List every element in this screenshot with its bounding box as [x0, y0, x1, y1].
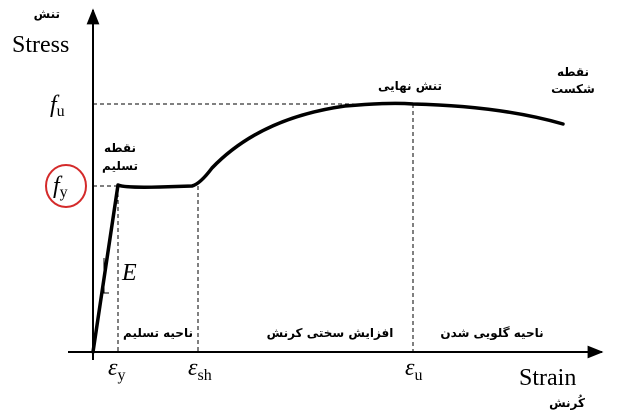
x-axis-label: Strain	[519, 365, 576, 391]
y-axis-label-fa: تنش	[34, 7, 60, 21]
stress-label: fy	[53, 173, 68, 201]
region-label: ناحیه تسلیم	[123, 326, 193, 340]
modulus-label: E	[121, 260, 137, 286]
region-label: افزایش سختی کرنش	[267, 326, 394, 340]
annotation: نقطه	[104, 141, 136, 155]
annotation: شکست	[551, 82, 595, 96]
strain-label: εsh	[188, 355, 212, 384]
region-label: ناحیه گلویی شدن	[440, 326, 543, 341]
annotation: نقطه	[557, 65, 589, 79]
slope-marker	[103, 258, 109, 294]
strain-label: εy	[108, 355, 125, 384]
annotation: تسلیم	[102, 159, 138, 173]
stress-label: fu	[50, 92, 65, 120]
x-axis-label-fa: کُرنش	[549, 394, 585, 410]
y-axis-label: Stress	[12, 32, 69, 58]
stress-strain-curve	[91, 101, 565, 354]
strain-label: εu	[405, 355, 422, 384]
annotation: تنش نهایی	[378, 79, 442, 93]
highlight-circle	[45, 164, 87, 208]
